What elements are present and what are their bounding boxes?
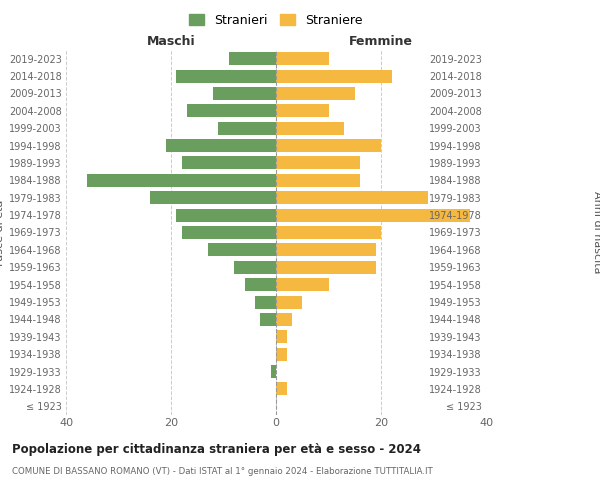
Bar	[276, 278, 329, 291]
Bar	[176, 70, 276, 82]
Bar	[213, 87, 276, 100]
Bar	[182, 156, 276, 170]
Y-axis label: Fasce di età: Fasce di età	[0, 200, 5, 266]
Bar	[276, 226, 381, 239]
Bar	[276, 174, 360, 187]
Bar	[187, 104, 276, 118]
Bar	[218, 122, 276, 134]
Bar	[271, 365, 276, 378]
Bar	[276, 330, 287, 344]
Text: Maschi: Maschi	[146, 36, 196, 49]
Bar	[276, 70, 392, 82]
Bar	[276, 156, 360, 170]
Bar	[276, 296, 302, 308]
Bar	[276, 52, 329, 65]
Bar	[176, 208, 276, 222]
Bar	[87, 174, 276, 187]
Bar	[276, 208, 470, 222]
Text: COMUNE DI BASSANO ROMANO (VT) - Dati ISTAT al 1° gennaio 2024 - Elaborazione TUT: COMUNE DI BASSANO ROMANO (VT) - Dati IST…	[12, 468, 433, 476]
Bar	[276, 244, 376, 256]
Bar	[255, 296, 276, 308]
Text: Popolazione per cittadinanza straniera per età e sesso - 2024: Popolazione per cittadinanza straniera p…	[12, 442, 421, 456]
Text: Anni di nascita: Anni di nascita	[592, 191, 600, 274]
Bar	[166, 139, 276, 152]
Bar	[150, 191, 276, 204]
Bar	[276, 122, 344, 134]
Bar	[276, 104, 329, 118]
Bar	[276, 191, 428, 204]
Bar	[229, 52, 276, 65]
Bar	[276, 382, 287, 396]
Bar	[276, 139, 381, 152]
Bar	[276, 87, 355, 100]
Text: Femmine: Femmine	[349, 36, 413, 49]
Bar	[260, 313, 276, 326]
Legend: Stranieri, Straniere: Stranieri, Straniere	[189, 14, 363, 26]
Bar	[182, 226, 276, 239]
Bar	[245, 278, 276, 291]
Bar	[208, 244, 276, 256]
Bar	[276, 313, 292, 326]
Bar	[276, 348, 287, 360]
Bar	[234, 260, 276, 274]
Bar	[276, 260, 376, 274]
